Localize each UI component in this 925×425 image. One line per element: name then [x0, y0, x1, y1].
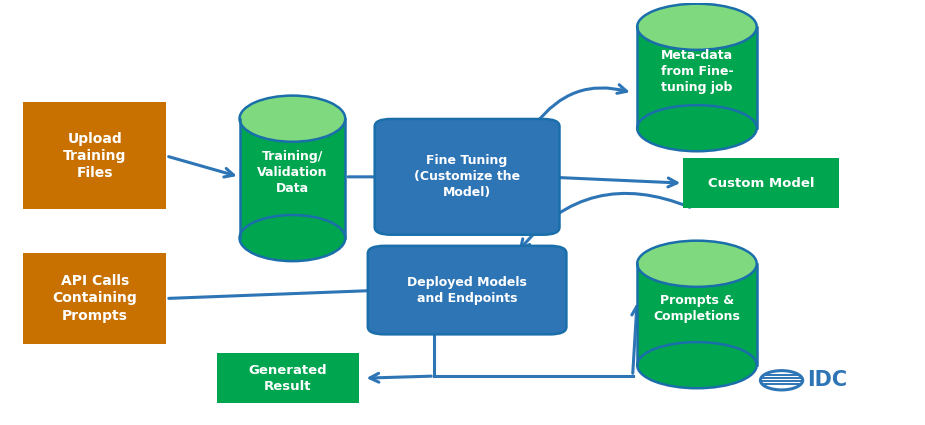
Text: Meta-data
from Fine-
tuning job: Meta-data from Fine- tuning job [660, 49, 734, 94]
Bar [637, 264, 757, 365]
Text: Custom Model: Custom Model [708, 177, 815, 190]
Text: Generated
Result: Generated Result [249, 364, 327, 393]
Text: Deployed Models
and Endpoints: Deployed Models and Endpoints [407, 275, 527, 305]
Bar [684, 158, 840, 208]
Ellipse shape [240, 215, 345, 261]
FancyBboxPatch shape [375, 119, 560, 235]
Ellipse shape [240, 96, 345, 142]
Ellipse shape [637, 105, 757, 151]
Bar [23, 102, 166, 210]
Ellipse shape [637, 342, 757, 388]
Bar [240, 119, 345, 238]
Text: Fine Tuning
(Customize the
Model): Fine Tuning (Customize the Model) [414, 154, 520, 199]
Text: Training/
Validation
Data: Training/ Validation Data [257, 150, 327, 195]
Text: API Calls
Containing
Prompts: API Calls Containing Prompts [53, 274, 137, 323]
Text: Upload
Training
Files: Upload Training Files [63, 132, 127, 180]
Bar [637, 27, 757, 128]
Text: IDC: IDC [808, 370, 847, 390]
Text: Prompts &
Completions: Prompts & Completions [654, 295, 740, 323]
Ellipse shape [637, 241, 757, 287]
Ellipse shape [637, 4, 757, 50]
Bar [216, 353, 359, 403]
Bar [23, 253, 166, 343]
FancyBboxPatch shape [368, 246, 566, 334]
